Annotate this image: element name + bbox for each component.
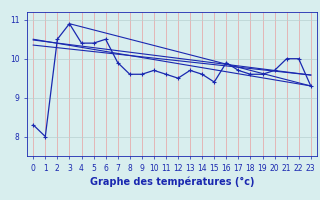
X-axis label: Graphe des températures (°c): Graphe des températures (°c) [90, 177, 254, 187]
